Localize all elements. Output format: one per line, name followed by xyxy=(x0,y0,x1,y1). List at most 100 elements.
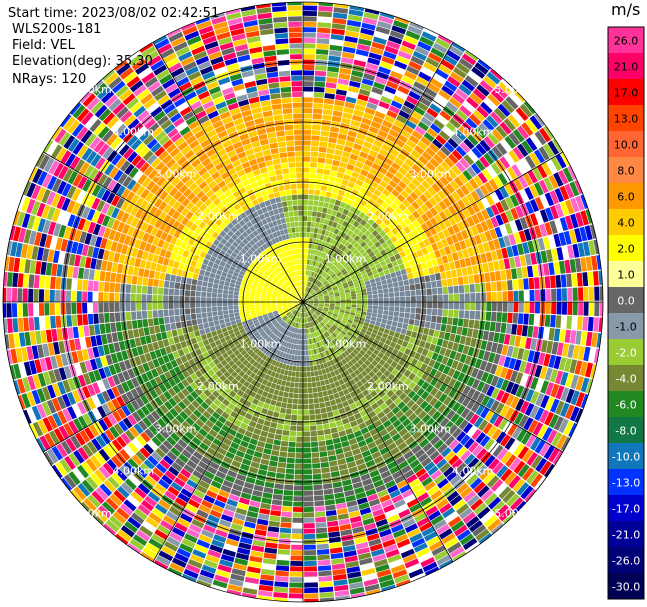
range-gate-cell xyxy=(384,197,393,206)
range-gate-cell xyxy=(480,221,489,232)
range-gate-cell xyxy=(297,404,303,410)
range-gate-cell xyxy=(308,270,312,276)
range-gate-cell xyxy=(411,444,422,454)
range-gate-cell xyxy=(319,303,324,306)
range-gate-cell xyxy=(407,324,414,331)
range-gate-cell xyxy=(362,17,378,26)
range-gate-cell xyxy=(385,184,394,193)
range-gate-cell xyxy=(361,450,371,458)
range-gate-cell xyxy=(372,367,379,374)
range-gate-cell xyxy=(140,431,151,443)
range-gate-cell xyxy=(155,447,166,459)
range-gate-cell xyxy=(411,110,423,121)
range-gate-cell xyxy=(253,354,259,361)
range-gate-cell xyxy=(305,292,308,298)
range-gate-cell xyxy=(404,172,415,182)
range-gate-cell xyxy=(320,313,326,318)
range-gate-cell xyxy=(319,141,328,148)
range-gate-cell xyxy=(85,476,99,490)
range-gate-cell xyxy=(350,120,361,128)
range-gate-cell xyxy=(491,342,498,353)
range-gate-cell xyxy=(102,462,115,476)
range-gate-cell xyxy=(362,298,368,302)
range-gate-cell xyxy=(304,292,307,297)
range-gate-cell xyxy=(569,181,580,197)
range-gate-cell xyxy=(386,389,395,398)
range-gate-cell xyxy=(164,401,173,411)
range-gate-cell xyxy=(366,172,376,181)
range-gate-cell xyxy=(336,402,344,410)
range-gate-cell xyxy=(265,356,271,363)
range-gate-cell xyxy=(306,323,309,329)
range-gate-cell xyxy=(206,490,218,499)
range-gate-cell xyxy=(513,232,522,244)
range-gate-cell xyxy=(258,435,267,443)
range-gate-cell xyxy=(515,107,529,121)
range-gate-cell xyxy=(240,492,252,500)
range-gate-cell xyxy=(303,2,318,6)
range-gate-cell xyxy=(331,325,337,331)
range-gate-cell xyxy=(484,410,495,422)
range-gate-cell xyxy=(343,484,354,492)
range-gate-cell xyxy=(380,95,392,105)
range-gate-cell xyxy=(303,307,305,313)
range-gate-cell xyxy=(322,114,332,121)
range-gate-cell xyxy=(279,320,284,325)
range-gate-cell xyxy=(381,433,391,442)
range-gate-cell xyxy=(133,328,140,338)
range-gate-cell xyxy=(324,401,331,407)
range-gate-cell xyxy=(331,316,337,321)
range-gate-cell xyxy=(432,168,443,179)
range-gate-cell xyxy=(325,510,337,517)
range-gate-cell xyxy=(386,320,393,326)
range-gate-cell xyxy=(361,370,368,377)
range-gate-cell xyxy=(383,297,389,302)
range-gate-cell xyxy=(363,333,370,340)
range-gate-cell xyxy=(436,338,444,347)
range-gate-cell xyxy=(183,407,193,417)
range-gate-cell xyxy=(416,378,425,387)
range-gate-cell xyxy=(539,223,548,237)
range-gate-cell xyxy=(236,401,244,410)
range-gate-cell xyxy=(335,298,341,301)
range-gate-cell xyxy=(211,504,224,514)
range-gate-cell xyxy=(394,60,408,70)
range-gate-cell xyxy=(439,503,452,514)
range-gate-cell xyxy=(140,405,151,416)
range-gate-cell xyxy=(275,384,281,391)
range-gate-cell xyxy=(520,400,530,414)
range-gate-cell xyxy=(313,304,319,307)
range-gate-cell xyxy=(421,289,427,296)
range-gate-cell xyxy=(412,210,421,219)
range-gate-cell xyxy=(296,317,299,323)
range-gate-cell xyxy=(265,329,271,335)
range-gate-cell xyxy=(405,139,417,149)
range-gate-cell xyxy=(411,483,424,493)
range-gate-cell xyxy=(511,346,519,359)
range-gate-cell xyxy=(322,290,328,294)
range-gate-cell xyxy=(303,458,312,464)
range-gate-cell xyxy=(373,325,380,331)
range-gate-cell xyxy=(431,308,438,316)
range-gate-cell xyxy=(145,402,155,413)
range-gate-cell xyxy=(529,115,543,130)
range-gate-cell xyxy=(174,315,181,323)
range-gate-cell xyxy=(337,273,344,279)
range-gate-cell xyxy=(342,400,349,408)
range-gate-cell xyxy=(594,302,600,317)
range-gate-cell xyxy=(191,364,199,373)
range-gate-cell xyxy=(326,237,332,243)
range-gate-cell xyxy=(503,235,511,247)
range-gate-cell xyxy=(255,423,263,430)
range-gate-cell xyxy=(220,442,230,451)
range-gate-cell xyxy=(289,582,303,588)
range-gate-cell xyxy=(130,399,140,411)
range-gate-cell xyxy=(447,76,461,88)
range-gate-cell xyxy=(345,495,356,502)
range-gate-cell xyxy=(505,368,514,381)
range-gate-cell xyxy=(548,262,555,275)
range-gate-cell xyxy=(217,564,232,573)
range-gate-cell xyxy=(364,230,372,237)
range-gate-cell xyxy=(402,234,410,243)
range-gate-cell xyxy=(484,321,491,331)
